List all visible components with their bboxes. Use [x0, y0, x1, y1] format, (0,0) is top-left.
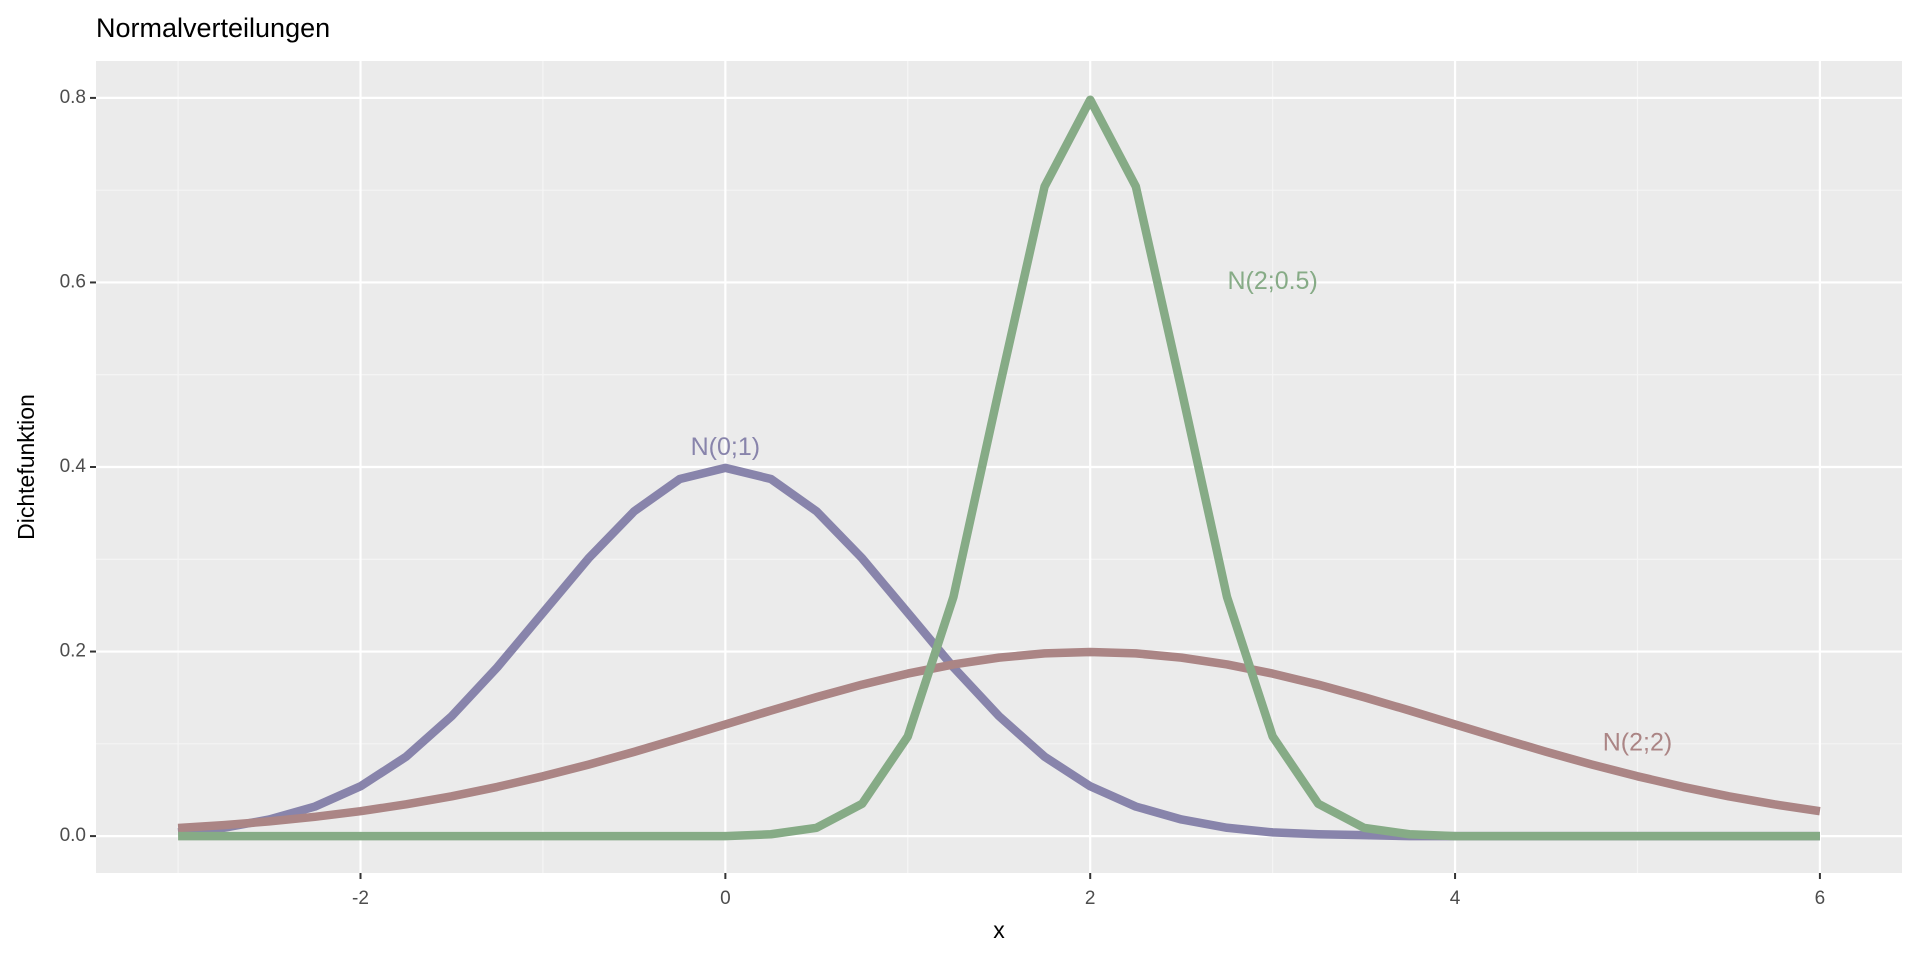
y-tick-label: 0.2: [60, 641, 86, 662]
series-label: N(2;2): [1603, 728, 1672, 756]
y-tick-label: 0.4: [60, 456, 87, 477]
line: [177, 647, 1821, 833]
x-tick-label: 2: [1085, 888, 1096, 909]
y-axis-label: Dichtefunktion: [13, 394, 39, 540]
line: [178, 95, 1820, 841]
x-tick-label: 0: [720, 888, 731, 909]
x-tick-label: 6: [1815, 888, 1826, 909]
x-tick-label: 4: [1450, 888, 1461, 909]
y-tick-label: 0.0: [60, 825, 86, 846]
x-tick-label: -2: [352, 888, 369, 909]
y-tick-label: 0.6: [60, 271, 86, 292]
series-label: N(0;1): [691, 433, 760, 461]
y-tick-label: 0.8: [60, 87, 86, 108]
series-label: N(2;0.5): [1227, 267, 1317, 295]
x-axis-label: x: [993, 917, 1005, 943]
chart-title: Normalverteilungen: [96, 13, 330, 43]
